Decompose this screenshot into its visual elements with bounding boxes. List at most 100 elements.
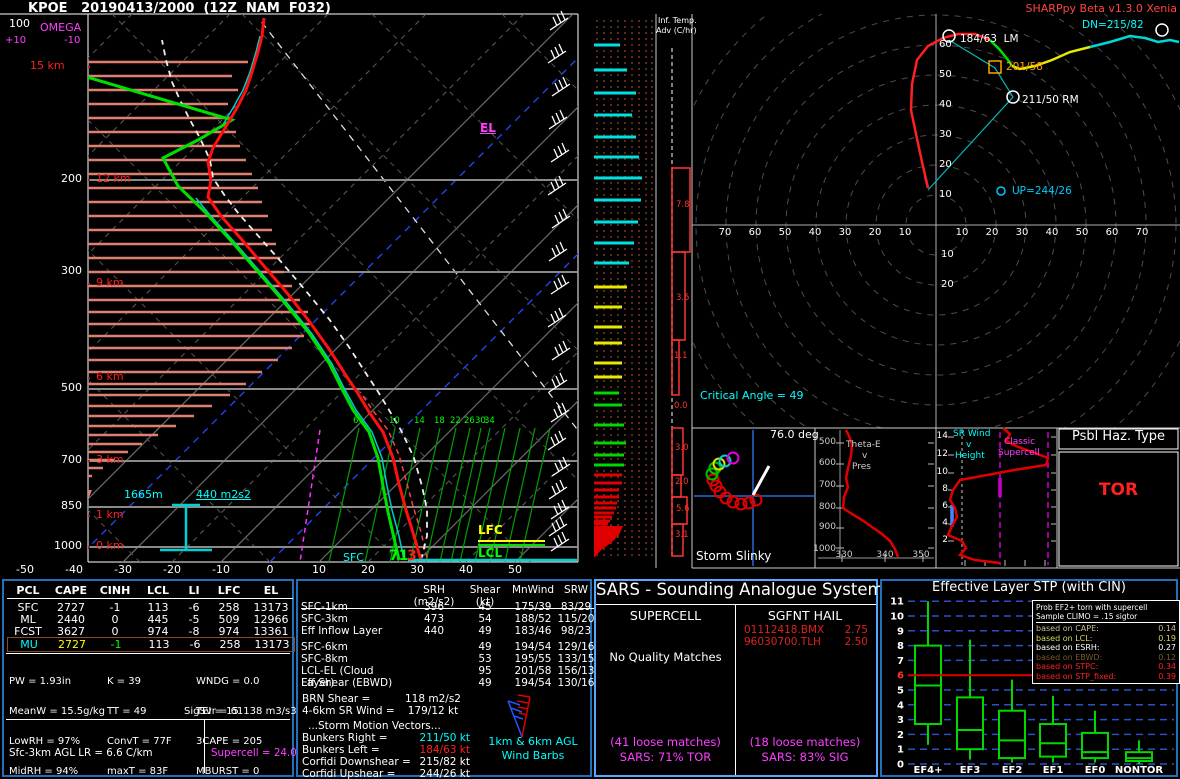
supercell-index: Supercell = 24.0	[211, 747, 297, 759]
app-version: SHARPpy Beta v1.3.0 Xenia	[985, 3, 1177, 15]
thetae-ytick: 600	[812, 459, 836, 468]
sars-supercell-loose: (41 loose matches)	[596, 736, 735, 748]
label: based on ESRH:	[1036, 643, 1100, 653]
label: based on STPC:	[1036, 662, 1098, 672]
omega-axis	[42, 16, 84, 562]
layer: Eff Inflow Layer	[301, 625, 407, 637]
lcl: 113	[138, 638, 180, 651]
pcl-header: CAPE	[49, 584, 93, 599]
ring-label: 40	[1037, 228, 1067, 239]
ring-label: 50	[939, 60, 952, 90]
divider	[735, 605, 736, 775]
downshear-label: DN=215/82	[1082, 20, 1144, 31]
slinky-title[interactable]: Storm Slinky	[696, 550, 771, 563]
stp-panel[interactable]: Effective Layer STP (with CIN) 012345678…	[880, 579, 1178, 777]
downshear-marker	[1156, 24, 1168, 36]
stp-legend-line1: Prob EF2+ torn with supercell	[1036, 603, 1176, 612]
srw: 98/23	[557, 625, 595, 637]
srw: 130/16	[557, 677, 595, 689]
kin-row: SFC-3km47354188/52115/20	[301, 613, 589, 625]
stp-legend: Prob EF2+ torn with supercell Sample CLI…	[1032, 600, 1180, 684]
height-3km: 3 km	[96, 454, 124, 466]
critical-angle-label: Critical Angle = 49	[700, 390, 803, 402]
srwind-ytick: 4	[936, 519, 948, 528]
bunkers-right-row-label: Bunkers Right =	[302, 733, 388, 744]
svg-text:7: 7	[897, 656, 904, 667]
ring-label: 40	[800, 228, 830, 239]
bunkers-right-label: 211/50 RM	[1022, 95, 1079, 106]
bunkers-left-row-label: Bunkers Left =	[302, 745, 380, 756]
classic-supercell-2: Supercell	[998, 449, 1040, 458]
barb-caption-2: Wind Barbs	[478, 750, 588, 762]
corfidi-down-value: 215/82 kt	[402, 757, 470, 768]
svg-text:5: 5	[897, 686, 904, 697]
hazard-title[interactable]: Psbl Haz. Type	[1060, 430, 1177, 444]
meanw: MeanW = 15.5g/kg	[9, 707, 105, 717]
sars-hail-match[interactable]: 96030700.TLH2.50	[744, 637, 868, 648]
ring-label: 70	[710, 228, 740, 239]
mixratio-label: 26	[464, 417, 475, 426]
kin-row: Eff Inflow Layer44049183/4698/23	[301, 625, 589, 637]
inflow-height: 1665m	[124, 489, 163, 501]
ring-label: 60	[1097, 228, 1127, 239]
pcl-header: LI	[179, 584, 209, 599]
srwind-ytick: 10	[936, 468, 948, 477]
srwind-ytick: 14	[936, 432, 948, 441]
mnwind: 194/54	[509, 641, 557, 653]
sars-hail-loose: (18 loose matches)	[736, 736, 874, 748]
temperature-trace	[208, 18, 421, 560]
mean-wind-marker	[989, 61, 1001, 73]
pressure-200: 200	[52, 173, 82, 185]
srwind-title-1[interactable]: SR Wind	[953, 430, 990, 439]
sfc-label: SFC	[343, 552, 364, 564]
sars-hail-match[interactable]: 01112418.BMX2.75	[744, 625, 868, 636]
mixratio-label: 22	[450, 417, 461, 426]
cape: 2727	[50, 638, 94, 651]
thermo-panel: PCL CAPE CINH LCL LI LFC EL SFC2727-1113…	[2, 579, 294, 777]
storm-barb-icon	[496, 693, 544, 739]
k-index: K = 39	[107, 677, 172, 687]
stp-prob-stpc: based on STPC:0.34	[1036, 662, 1176, 672]
temp-tick: 50	[503, 564, 527, 576]
el-label: EL	[480, 122, 496, 135]
sigsvr: SigSvr = 61138 m3/s3	[184, 707, 297, 718]
temp-tick: -40	[62, 564, 86, 576]
sfc-dewpoint-f: 71	[389, 549, 408, 564]
pcl-header-row: PCL CAPE CINH LCL LI LFC EL	[7, 584, 293, 599]
srw: 83/29	[557, 601, 595, 613]
thetae-xtick: 350	[908, 551, 934, 560]
srwind-title-3: Height	[955, 452, 985, 461]
ring-label: 30	[1007, 228, 1037, 239]
thetae-ytick: 700	[812, 481, 836, 490]
srwind-ytick: 12	[936, 450, 948, 459]
svg-text:1: 1	[897, 745, 904, 756]
svg-text:EF4+: EF4+	[914, 765, 943, 775]
pcl-row-mu-selected[interactable]: MU2727-1113-625813173	[7, 637, 295, 652]
ring-label: 10	[890, 228, 920, 239]
thetae-title-3: Pres	[852, 463, 871, 472]
srh	[407, 677, 461, 689]
divider	[204, 719, 205, 773]
shear: 54	[461, 613, 509, 625]
bunkers-right-value: 211/50 kt	[402, 733, 470, 744]
mnwind: 194/54	[509, 677, 557, 689]
shear: 49	[461, 625, 509, 637]
adv-value: 0.0	[674, 402, 688, 411]
srh	[407, 653, 461, 665]
shear: 49	[461, 641, 509, 653]
kin-row: SFC-8km53195/55133/15	[301, 653, 589, 665]
sars-panel[interactable]: SARS - Sounding Analogue System SUPERCEL…	[594, 579, 878, 777]
ring-label: 20	[977, 228, 1007, 239]
wndg: WNDG = 0.0	[196, 677, 262, 687]
label: based on CAPE:	[1036, 624, 1099, 634]
slinky-vector	[753, 466, 769, 495]
pressure-300: 300	[52, 265, 82, 277]
svg-text:11: 11	[890, 597, 904, 608]
sars-hail-result: SARS: 83% SIG	[736, 751, 874, 763]
match-size: 2.50	[845, 637, 868, 648]
thetae-title-1[interactable]: Theta-E	[846, 441, 881, 450]
ring-label: 10	[941, 240, 954, 270]
mnwind: 195/55	[509, 653, 557, 665]
skewt-background	[0, 14, 1063, 562]
svg-text:NONTOR: NONTOR	[1115, 765, 1164, 775]
